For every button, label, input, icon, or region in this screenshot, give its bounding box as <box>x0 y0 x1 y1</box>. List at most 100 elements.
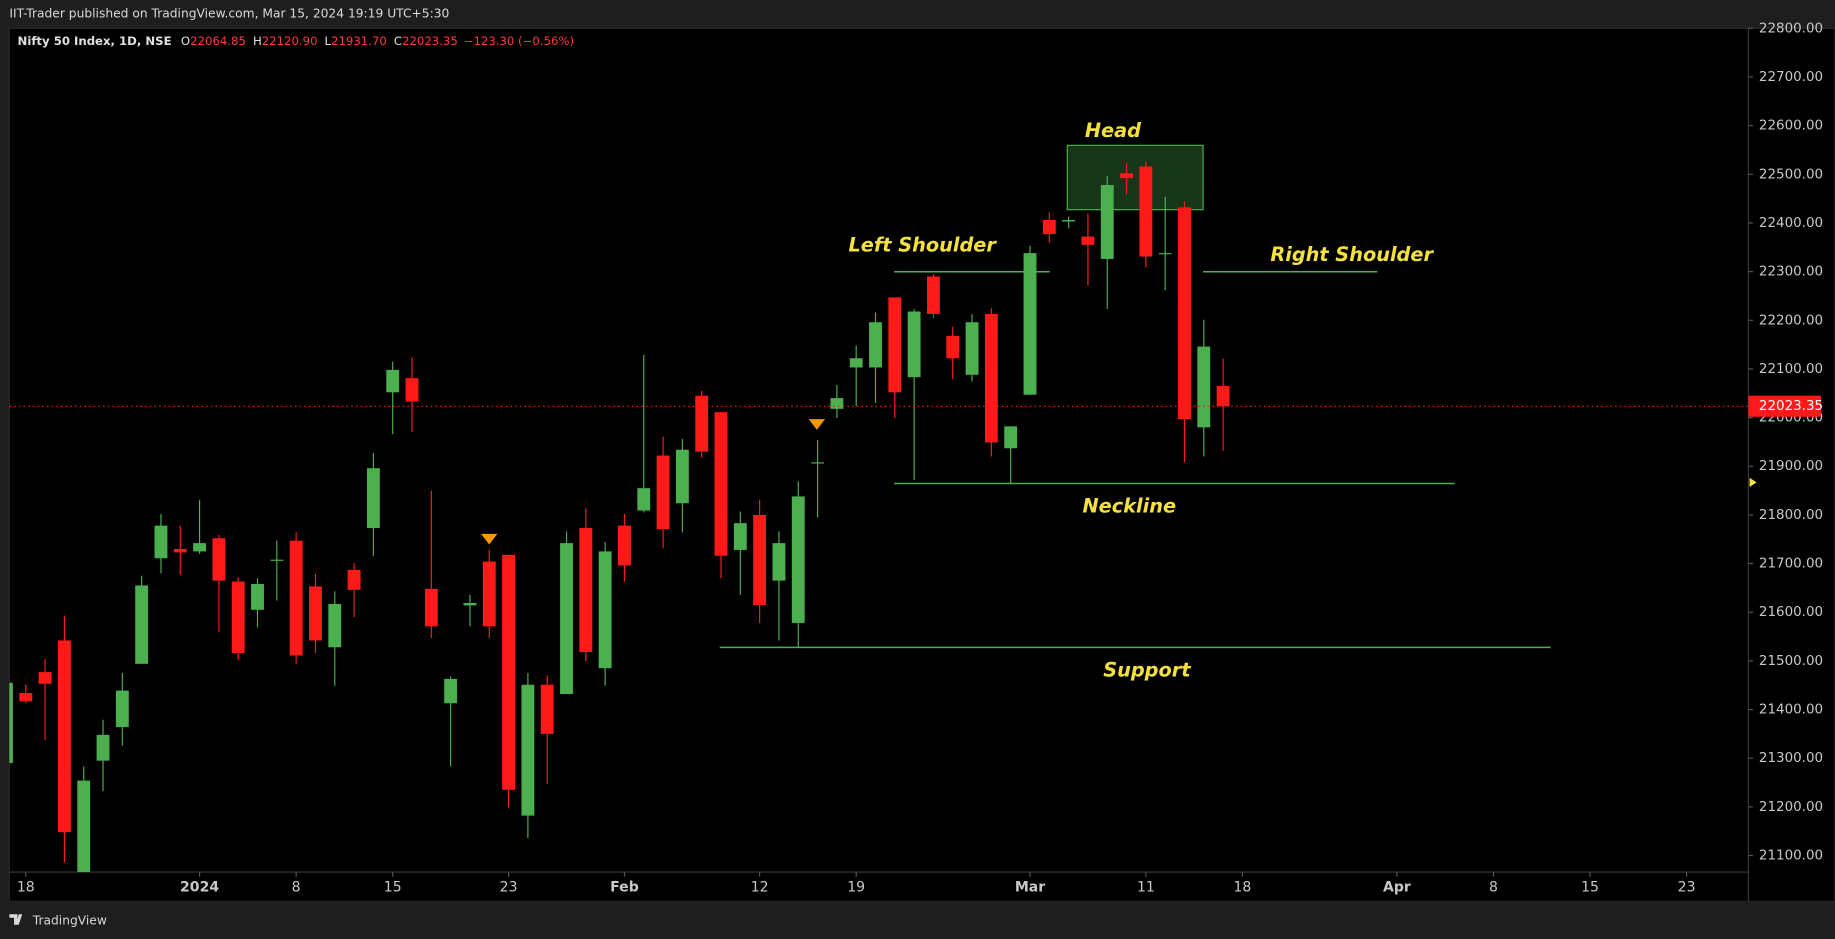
candle-body <box>309 586 322 641</box>
candle-body <box>753 514 767 605</box>
footer-bar <box>0 901 1835 939</box>
candle-body <box>927 276 940 314</box>
candle-body <box>1216 386 1230 407</box>
candle-body <box>424 588 438 627</box>
legend-value: 21931.70 <box>331 34 387 48</box>
legend-key: L <box>325 34 332 48</box>
x-tick-label: 8 <box>1489 879 1498 895</box>
header-text: IIT-Trader published on TradingView.com,… <box>9 7 449 21</box>
candle-body <box>173 548 187 553</box>
legend-key: C <box>394 34 402 48</box>
candle-body <box>984 313 998 443</box>
x-tick-label: 23 <box>500 879 518 895</box>
candle-body <box>888 297 902 393</box>
candle-body <box>1023 253 1037 395</box>
candle-body <box>579 528 593 653</box>
x-tick-label: 12 <box>751 879 769 895</box>
candle-body <box>1120 173 1133 179</box>
candle-body <box>714 412 728 556</box>
x-tick-label: 8 <box>292 879 301 895</box>
y-tick-label: 22400.00 <box>1759 216 1823 231</box>
candle-body <box>695 395 709 452</box>
candle-body <box>1139 166 1153 257</box>
y-tick-label: 21800.00 <box>1759 508 1823 523</box>
candle-body <box>598 551 612 669</box>
y-tick-label: 21400.00 <box>1759 703 1823 718</box>
candle-body <box>38 672 52 684</box>
x-tick-label: 15 <box>384 879 402 895</box>
axis-marker <box>1749 477 1757 488</box>
x-tick-label: 23 <box>1678 879 1696 895</box>
marker <box>480 533 498 545</box>
candle-body <box>9 682 13 764</box>
candle-body <box>366 468 380 529</box>
candle-body <box>618 525 631 566</box>
y-tick-label: 21100.00 <box>1759 849 1823 864</box>
legend-value: 22120.90 <box>262 34 318 48</box>
candle-body <box>482 561 496 627</box>
legend-change: −123.30 (−0.56%) <box>464 34 574 48</box>
candle-body <box>212 538 226 581</box>
head-box <box>1066 144 1204 211</box>
y-tick-label: 21700.00 <box>1759 557 1823 572</box>
x-tick-label: 18 <box>17 879 35 895</box>
candle-body <box>1197 346 1211 428</box>
candle-body <box>1081 236 1095 245</box>
candle-body <box>57 640 71 833</box>
chart-area <box>8 27 1835 902</box>
last-price-box <box>1748 395 1821 417</box>
legend: Nifty 50 Index, 1D, NSE O22064.85 H22120.9… <box>18 34 575 48</box>
y-tick-label: 22500.00 <box>1759 167 1823 182</box>
candle-body <box>521 684 535 816</box>
x-tick-label: Apr <box>1383 879 1411 895</box>
candle-body <box>772 543 786 581</box>
candle-body <box>869 322 882 368</box>
candle-body <box>231 581 245 654</box>
annotation: Support <box>1103 658 1191 681</box>
candle-body <box>251 584 264 610</box>
candle-body <box>675 449 689 504</box>
y-tick-label: 21300.00 <box>1759 751 1823 766</box>
y-tick-label: 21200.00 <box>1759 800 1823 815</box>
candle-body <box>347 569 361 590</box>
last-price-label: 22023.35 <box>1759 399 1823 414</box>
annotation: Neckline <box>1083 494 1177 517</box>
candle-body <box>77 780 91 873</box>
candle-body <box>154 525 168 559</box>
x-tick-label: 19 <box>847 879 865 895</box>
candle-body <box>1100 184 1114 259</box>
candle-body <box>811 462 825 464</box>
x-tick-label: 2024 <box>180 879 219 895</box>
y-tick-label: 21500.00 <box>1759 654 1823 669</box>
x-tick-label: 15 <box>1581 879 1599 895</box>
candle-body <box>1158 253 1172 255</box>
y-tick-label: 22800.00 <box>1759 21 1823 36</box>
candle-body <box>463 602 477 606</box>
candle-body <box>405 378 419 402</box>
candle-body <box>637 488 651 511</box>
legend-key: O <box>181 34 190 48</box>
y-tick-label: 22700.00 <box>1759 70 1823 85</box>
y-tick-label: 21600.00 <box>1759 605 1823 620</box>
candle-body <box>135 585 149 664</box>
candle-body <box>289 540 303 656</box>
candle-body <box>270 559 284 561</box>
x-tick-label: Feb <box>610 879 639 895</box>
y-tick-label: 22200.00 <box>1759 313 1823 328</box>
plot <box>9 144 1749 873</box>
legend-value: 22023.35 <box>402 34 458 48</box>
logo <box>9 914 23 925</box>
candle-body <box>328 603 342 648</box>
marker <box>808 419 826 430</box>
candle-body <box>19 693 33 702</box>
legend-value: 22064.85 <box>190 34 246 48</box>
candle-body <box>907 311 921 378</box>
candle-body <box>386 369 400 393</box>
candle-body <box>791 496 805 623</box>
legend-symbol: Nifty 50 Index, 1D, NSE <box>18 34 172 48</box>
candle-body <box>849 358 863 368</box>
annotation: Right Shoulder <box>1270 243 1434 266</box>
candle-body <box>1178 207 1191 420</box>
candle-body <box>1042 220 1056 235</box>
